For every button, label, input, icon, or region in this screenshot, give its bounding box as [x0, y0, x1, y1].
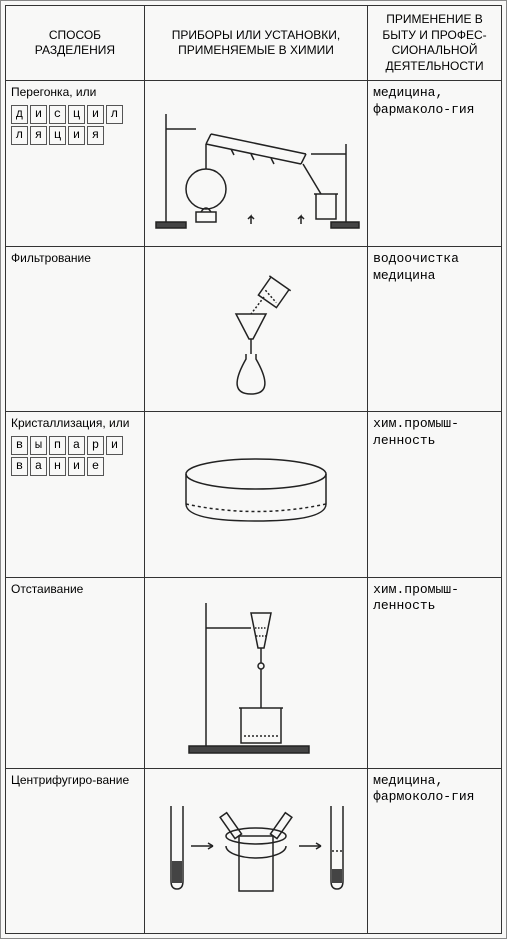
distillation-diagram [150, 85, 362, 241]
application-text: медицина, фармаколо-гия [373, 85, 496, 119]
apparatus-cell [144, 246, 367, 411]
method-label: Отстаивание [11, 582, 139, 598]
letter-box: и [68, 126, 85, 145]
method-label: Перегонка, или [11, 85, 139, 101]
separating-funnel-diagram [150, 582, 362, 764]
header-row: СПОСОБ РАЗДЕЛЕНИЯ ПРИБОРЫ ИЛИ УСТАНОВКИ,… [6, 6, 502, 81]
letter-box: а [68, 436, 85, 455]
letter-box: а [30, 457, 47, 476]
table-row: Отстаивание [6, 577, 502, 768]
table-row: Фильтрование [6, 246, 502, 411]
distillation-icon [151, 94, 361, 234]
apparatus-cell [144, 412, 367, 577]
apparatus-cell [144, 81, 367, 246]
header-method: СПОСОБ РАЗДЕЛЕНИЯ [6, 6, 145, 81]
table-row: Перегонка, или дисцилляция [6, 81, 502, 246]
method-cell: Кристаллизация, или выпаривание [6, 412, 145, 577]
letter-box: р [87, 436, 104, 455]
letter-box: в [11, 436, 28, 455]
worksheet-page: СПОСОБ РАЗДЕЛЕНИЯ ПРИБОРЫ ИЛИ УСТАНОВКИ,… [0, 0, 507, 939]
letter-box: и [87, 105, 104, 124]
application-text: водоочистка медицина [373, 251, 496, 285]
letter-box: я [87, 126, 104, 145]
evaporation-dish-diagram [150, 416, 362, 572]
apparatus-cell [144, 577, 367, 768]
letter-box: л [106, 105, 123, 124]
centrifuge-icon [151, 791, 361, 911]
method-label: Центрифугиро-вание [11, 773, 139, 789]
letter-box: и [68, 457, 85, 476]
application-text: хим.промыш-ленность [373, 416, 496, 450]
method-cell: Отстаивание [6, 577, 145, 768]
application-cell: водоочистка медицина [368, 246, 502, 411]
application-text: медицина, фармоколо-гия [373, 773, 496, 807]
method-label: Кристаллизация, или [11, 416, 139, 432]
letter-box: д [11, 105, 28, 124]
application-cell: хим.промыш-ленность [368, 577, 502, 768]
letter-box: н [49, 457, 66, 476]
letter-box: я [30, 126, 47, 145]
table-row: Центрифугиро-вание [6, 768, 502, 933]
letter-box: в [11, 457, 28, 476]
method-cell: Перегонка, или дисцилляция [6, 81, 145, 246]
letter-box: е [87, 457, 104, 476]
letter-box: п [49, 436, 66, 455]
method-cell: Фильтрование [6, 246, 145, 411]
dish-icon [171, 449, 341, 539]
application-cell: медицина, фармоколо-гия [368, 768, 502, 933]
letter-box: ц [68, 105, 85, 124]
application-text: хим.промыш-ленность [373, 582, 496, 616]
header-apparatus: ПРИБОРЫ ИЛИ УСТАНОВКИ, ПРИМЕНЯЕМЫЕ В ХИМ… [144, 6, 367, 81]
header-application: ПРИМЕНЕНИЕ В БЫТУ И ПРОФЕС-СИОНАЛЬНОЙ ДЕ… [368, 6, 502, 81]
letter-box: ц [49, 126, 66, 145]
letter-box: с [49, 105, 66, 124]
letter-box: и [30, 105, 47, 124]
separation-methods-table: СПОСОБ РАЗДЕЛЕНИЯ ПРИБОРЫ ИЛИ УСТАНОВКИ,… [5, 5, 502, 934]
centrifuge-diagram [150, 773, 362, 929]
method-cell: Центрифугиро-вание [6, 768, 145, 933]
separating-funnel-icon [181, 588, 331, 758]
method-label: Фильтрование [11, 251, 139, 267]
application-cell: хим.промыш-ленность [368, 412, 502, 577]
table-row: Кристаллизация, или выпаривание [6, 412, 502, 577]
letter-boxes: выпаривание [11, 436, 139, 476]
apparatus-cell [144, 768, 367, 933]
letter-box: л [11, 126, 28, 145]
filtration-diagram [150, 251, 362, 407]
letter-boxes: дисцилляция [11, 105, 139, 145]
filtration-icon [196, 259, 316, 399]
letter-box: и [106, 436, 123, 455]
application-cell: медицина, фармаколо-гия [368, 81, 502, 246]
letter-box: ы [30, 436, 47, 455]
